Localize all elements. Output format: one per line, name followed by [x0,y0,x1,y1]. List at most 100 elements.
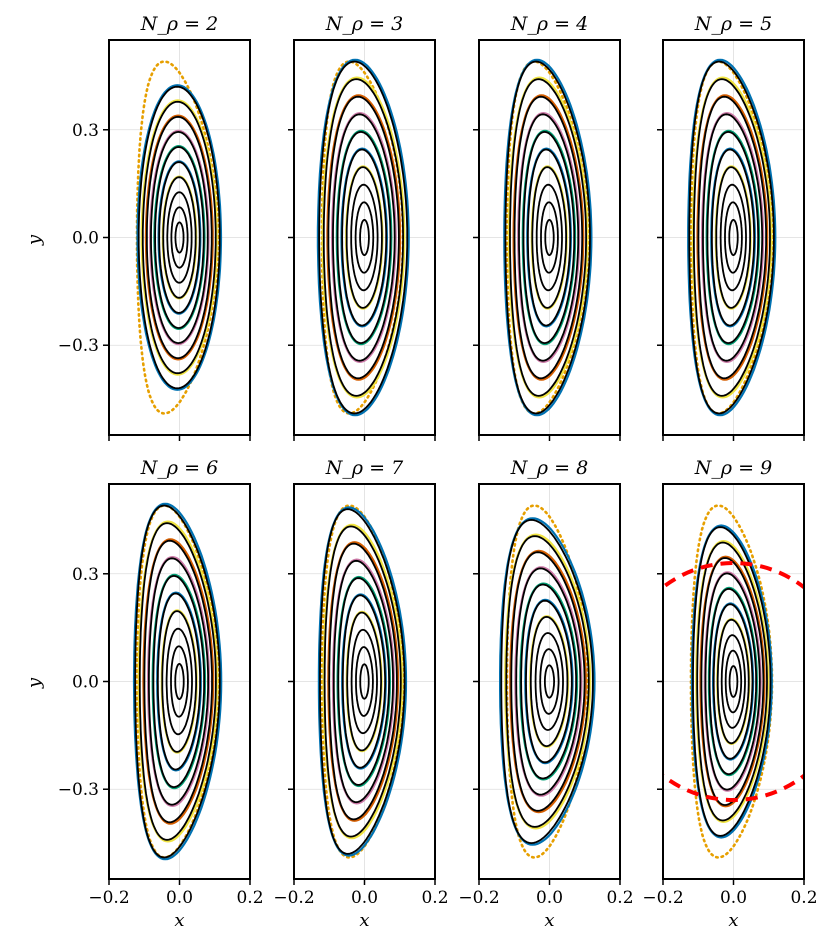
flux-surface-series [711,148,756,327]
flux-surface-series [146,115,213,360]
flux-surface-series [712,603,754,760]
panel-3: N_ρ = 4 [473,13,621,441]
colored-surface-series [695,539,770,824]
flux-surface-series [341,594,386,769]
x-tick-label: 0.0 [351,888,378,908]
flux-surface-series [702,113,764,362]
flux-surface-series [534,632,564,731]
flux-surface-series [327,95,400,380]
flux-surface-series [510,551,586,812]
x-tick-label: 0.2 [606,888,633,908]
colored-surface-series [144,114,214,361]
x-tick-label: 0.0 [536,888,563,908]
panels-group: N_ρ = 2 0.3 0.0 −0.3 N_ρ = 3 N_ρ = 4 N_ρ = 5 N_… [58,13,818,931]
y-tick-label: 0.3 [72,121,99,141]
flux-surface-series [345,166,383,309]
flux-surface-series [529,615,569,748]
flux-surface-series [170,206,189,269]
x-tick-label: −0.2 [458,888,499,908]
flux-surface-series [715,166,751,309]
x-tick-label: −0.2 [273,888,314,908]
flux-surface-series [540,201,559,274]
panel-plot-area [479,484,620,879]
y-tick-label: −0.3 [58,336,99,356]
x-tick-label: 0.0 [166,888,193,908]
flux-surface-series [332,559,394,804]
colored-surface-series [136,84,223,391]
panel-plot-area [663,40,804,435]
x-axis-label: x [359,910,369,931]
colored-surface-series [499,517,596,846]
flux-surface-series [706,130,760,345]
y-tick-label: −0.3 [58,780,99,800]
flux-surface-series [336,130,392,345]
flux-surface-series [724,649,743,714]
flux-surface-series [693,78,771,397]
panel-plot-area [663,484,804,879]
flux-surface-series [525,599,573,764]
colored-surface-series [504,533,592,830]
flux-surface-series [134,504,221,859]
flux-surface-series [161,610,197,753]
flux-surface-series [166,191,193,284]
panel-title: N_ρ = 9 [694,457,772,479]
colored-surface-series [507,76,589,399]
reference-boundary-series [505,60,590,415]
colored-surface-series [509,549,587,814]
flux-surface-series [341,148,388,327]
colored-surface-series [137,520,219,843]
flux-surface-series [332,113,396,362]
dashed-circle-series [663,561,804,802]
flux-surface-series [704,572,761,791]
flux-surface-series [138,522,217,841]
flux-surface-series [504,60,591,415]
flux-surface-series [700,557,765,806]
flux-surface-series [156,592,201,771]
panel-8: N_ρ = 9 −0.2 0.0 0.2 x [642,457,817,931]
colored-surface-series [687,58,777,417]
panel-6: N_ρ = 7 −0.2 0.0 0.2 x [273,457,448,931]
panel-title: N_ρ = 4 [510,13,588,35]
colored-surface-series [317,506,408,857]
panel-plot-area [294,484,435,879]
x-tick-label: 0.2 [236,888,263,908]
flux-surface-series [716,618,750,745]
flux-surface-series [350,183,379,292]
x-axis-label: x [728,910,738,931]
flux-surface-series [719,183,747,292]
flux-surface-series [141,100,217,375]
colored-surface-series [142,538,215,825]
colored-surface-series [503,58,593,417]
panel-title: N_ρ = 3 [325,13,403,35]
y-axis-label-bottom: y [24,677,45,689]
flux-surface-series [350,628,378,735]
flux-surface-series [319,508,406,855]
reference-boundary-series [135,504,220,859]
x-axis-label: x [174,910,184,931]
x-tick-label: 0.2 [421,888,448,908]
x-tick-label: −0.2 [88,888,129,908]
flux-surface-series [518,113,580,362]
colored-surface-series [690,524,773,839]
reference-boundary-series [689,60,774,415]
colored-surface-series [316,58,410,417]
flux-surface-series [318,60,409,415]
flux-surface-series [539,648,560,715]
flux-surface-series [544,664,555,699]
panel-4: N_ρ = 5 [657,13,805,441]
flux-surface-series [515,567,582,796]
panel-1: N_ρ = 2 0.3 0.0 −0.3 [58,13,251,441]
reference-boundary-series [320,504,405,859]
flux-surface-series [544,219,555,256]
y-tick-label: 0.3 [72,565,99,585]
flux-surface-series [531,166,567,309]
flux-surface-series [162,176,197,299]
flux-surface-series [708,587,757,776]
flux-surface-series [359,663,370,700]
flux-surface-series [688,60,775,415]
panel-5: N_ρ = 6 −0.2 0.0 0.2 0.3 0.0 −0.3 x [58,457,264,931]
flux-surface-series [513,95,584,380]
x-tick-label: 0.0 [720,888,747,908]
flux-surface-series [158,161,201,314]
